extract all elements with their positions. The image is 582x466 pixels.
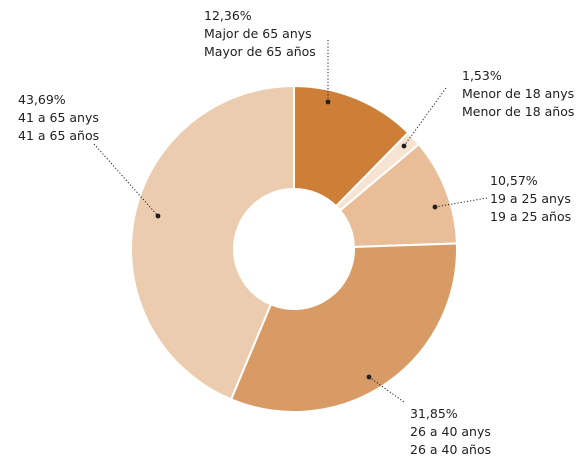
ca-label-41-65: 41 a 65 anys [18,110,99,125]
es-label-menor-18: Menor de 18 años [462,104,574,119]
ca-label-menor-18: Menor de 18 anys [462,86,574,101]
ca-label-major-65: Major de 65 anys [204,26,312,41]
leader-dot-menor-18 [401,143,407,149]
es-label-26-40: 26 a 40 años [410,442,491,457]
leader-line-41-65 [93,143,159,217]
leader-line-26-40 [368,376,405,403]
ca-label-19-25: 19 a 25 anys [490,191,571,206]
es-label-19-25: 19 a 25 años [490,209,571,224]
pct-label-menor-18: 1,53% [462,68,502,83]
slices [130,84,458,413]
leader-line-19-25 [434,197,488,208]
pct-label-26-40: 31,85% [410,406,458,421]
es-label-major-65: Mayor de 65 años [204,44,316,59]
es-label-41-65: 41 a 65 años [18,128,99,143]
ca-label-26-40: 26 a 40 anys [410,424,491,439]
pct-label-41-65: 43,69% [18,92,66,107]
pct-label-major-65: 12,36% [204,8,252,23]
leader-dot-26-40 [366,374,372,380]
pct-label-19-25: 10,57% [490,173,538,188]
slice-26-40 [229,242,458,413]
leader-dot-major-65 [325,99,331,105]
leader-dot-19-25 [432,204,438,210]
leader-line-menor-18 [403,87,447,147]
slice-41-65 [130,84,295,401]
leader-dot-41-65 [155,213,161,219]
